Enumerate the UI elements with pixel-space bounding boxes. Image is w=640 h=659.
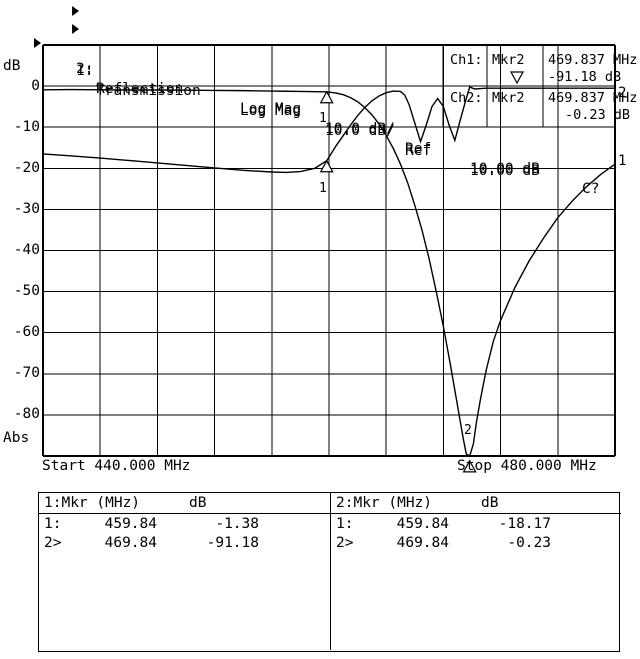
marker-table-channel-2[interactable]: 2:Mkr (MHz) dB 1: 459.84 -18.17 2> 469.8… (330, 493, 621, 650)
channel-2-id: 2: (76, 61, 94, 77)
marker-tag-1-reflection: 1 (319, 181, 327, 196)
readout-ch2-freq: 469.837 MHz (548, 90, 638, 106)
y-tick-m30: -30 (13, 201, 40, 217)
y-tick-m50: -50 (13, 283, 40, 299)
marker-2-value: -91.18 (206, 535, 259, 551)
channel-1-header-row[interactable]: 1: Transmission Log Mag 10.0 dB/ Ref 10.… (0, 1, 640, 179)
marker-1-freq-ch2: 459.84 (396, 516, 449, 532)
y-tick-0: 0 (31, 78, 40, 94)
channel-2-active-arrow-icon (72, 24, 79, 34)
table-row[interactable]: 1: 459.84 -1.38 (39, 515, 330, 534)
readout-ch1-marker: Mkr2 (492, 52, 525, 68)
marker-1-value-ch2: -18.17 (498, 516, 551, 532)
y-tick-m20: -20 (13, 160, 40, 176)
marker-table-2-body: 1: 459.84 -18.17 2> 469.84 -0.23 (331, 515, 621, 553)
marker-2-id-ch2: 2> (336, 535, 354, 551)
table-row[interactable]: 1: 459.84 -18.17 (331, 515, 621, 534)
readout-ch2-marker: Mkr2 (492, 90, 525, 106)
trace-tag-2: 2 (618, 85, 627, 101)
channel-2-correction: C? (582, 181, 600, 197)
marker-table-1-header: 1:Mkr (MHz) dB (39, 493, 330, 514)
table-row[interactable]: 2> 469.84 -91.18 (39, 534, 330, 553)
marker-table-1-title: 1:Mkr (MHz) (44, 495, 141, 511)
readout-ch2-channel: Ch2: (450, 90, 483, 106)
y-axis-title: dB (3, 58, 21, 74)
trace-plot-area[interactable]: dB Abs 0 -10 -20 -30 -40 -50 -60 -70 -80… (0, 0, 640, 480)
marker-table-2-header: 2:Mkr (MHz) dB (331, 493, 621, 514)
channel-2-ref-value: 10.00 dB (470, 161, 540, 177)
sweep-stop-label: Stop 480.000 MHz (457, 458, 597, 474)
marker-2-value-ch2: -0.23 (507, 535, 551, 551)
marker-tables: 1:Mkr (MHz) dB 1: 459.84 -1.38 2> 469.84… (38, 492, 621, 652)
plot-grid (42, 44, 616, 457)
marker-1-value: -1.38 (215, 516, 259, 532)
channel-1-format: Log Mag (240, 103, 302, 119)
marker-readout-box-frame (442, 45, 615, 127)
channel-1-ref-label: Ref (405, 143, 432, 159)
marker-1-id-ch2: 1: (336, 516, 354, 532)
y-axis-mode-label: Abs (3, 430, 30, 446)
channel-1-ref-value: 10.00 dB (470, 163, 540, 179)
channel-1-inactive-arrow-icon (72, 6, 79, 16)
plot-svg (42, 44, 616, 473)
channel-2-ref-label: Ref (405, 141, 432, 157)
readout-ch1-channel: Ch1: (450, 52, 483, 68)
readout-ch1-value: -91.18 dB (548, 69, 622, 85)
active-channel-pointer-icon (34, 38, 41, 48)
y-tick-m60: -60 (13, 324, 40, 340)
marker-1-id: 1: (44, 516, 62, 532)
readout-ch1-freq: 469.837 MHz (548, 52, 638, 68)
marker-2-freq: 469.84 (104, 535, 157, 551)
sweep-start-label: Start 440.000 MHz (42, 458, 191, 474)
y-tick-m40: -40 (13, 242, 40, 258)
marker-table-channel-1[interactable]: 1:Mkr (MHz) dB 1: 459.84 -1.38 2> 469.84… (39, 493, 330, 650)
readout-ch2-value: -0.23 dB (565, 107, 631, 123)
channel-1-id: 1: (76, 63, 94, 79)
marker-table-1-body: 1: 459.84 -1.38 2> 469.84 -91.18 (39, 515, 330, 553)
plot-traces (42, 86, 616, 458)
channel-1-name: Transmission (96, 83, 201, 99)
channel-2-name: Reflection (96, 81, 184, 97)
marker-tag-2-transmission: 2 (464, 423, 472, 438)
y-tick-m70: -70 (13, 365, 40, 381)
marker-table-2-title: 2:Mkr (MHz) (336, 495, 433, 511)
plot-marker-glyphs[interactable] (319, 71, 525, 473)
channel-2-format: Log Mag (240, 101, 302, 117)
marker-2-freq-ch2: 469.84 (396, 535, 449, 551)
y-tick-m10: -10 (13, 119, 40, 135)
table-row[interactable]: 2> 469.84 -0.23 (331, 534, 621, 553)
channel-header: 1: Transmission Log Mag 10.0 dB/ Ref 10.… (0, 0, 640, 197)
y-tick-m80: -80 (13, 406, 40, 422)
marker-table-2-unit: dB (481, 495, 499, 511)
trace-tag-1: 1 (618, 153, 627, 169)
channel-2-header-row[interactable]: 2: Reflection Log Mag 10.0 dB/ Ref 10.00… (0, 19, 640, 197)
marker-tag-1-transmission: 1 (319, 111, 327, 126)
marker-2-id: 2> (44, 535, 62, 551)
marker-table-1-unit: dB (189, 495, 207, 511)
marker-1-freq: 459.84 (104, 516, 157, 532)
